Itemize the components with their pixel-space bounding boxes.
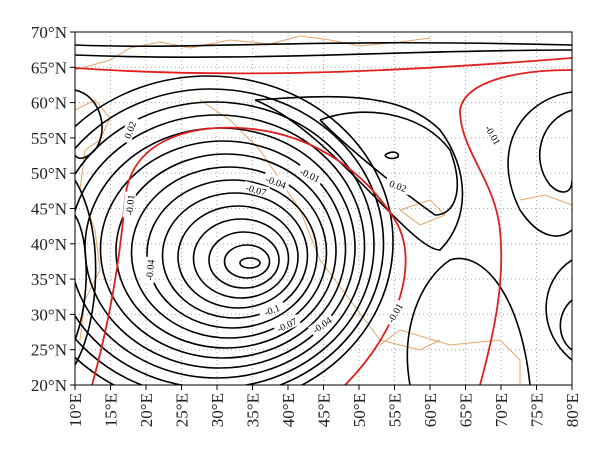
contour-label-bg [296,164,325,186]
contours [75,35,572,385]
lon-tick-label: 60°E [421,393,440,427]
contour [75,214,88,341]
contour-label-bg [242,180,271,199]
coastline [75,99,111,341]
lon-tick-label: 15°E [102,393,121,427]
contour-zero [459,69,572,385]
lon-tick-label: 80°E [563,393,582,427]
contour-ring [75,114,366,379]
contour-ring [75,101,375,385]
contour-ring [75,75,394,385]
contour-label-bg [122,191,137,219]
lon-tick-label: 65°E [457,393,476,427]
coastline [519,194,572,206]
lon-tick-label: 40°E [279,393,298,427]
contour-ring [208,231,280,289]
coastline [75,35,431,71]
contour-ring [177,205,299,309]
lat-tick-label: 70°N [31,23,67,42]
contour-ring [192,218,290,299]
contour-lines [75,41,572,385]
contour [538,109,572,193]
lon-tick-label: 30°E [208,393,227,427]
contour-ring [239,257,261,269]
lat-tick-label: 25°N [31,341,67,360]
contour [254,95,464,251]
lon-tick-label: 10°E [66,393,85,427]
contour-zero [75,57,572,75]
zero-contours [75,57,572,385]
contour [75,41,572,48]
contour [384,151,400,160]
lon-tick-label: 45°E [315,393,334,427]
contour-ring [130,166,328,339]
contour-ring [161,192,309,319]
contour-ring [146,179,318,329]
contour-label-bg [142,256,157,284]
contour-ring [75,88,385,385]
lat-tick-label: 65°N [31,58,67,77]
lon-tick-label: 50°E [350,393,369,427]
lon-tick-label: 25°E [173,393,192,427]
lat-tick-label: 35°N [31,270,67,289]
contour [75,89,103,160]
lon-tick-label: 55°E [386,393,405,427]
contour [319,111,458,216]
contour [559,299,572,351]
contour-ring [223,244,271,279]
contour [75,179,97,366]
lat-tick-label: 30°N [31,305,67,324]
contour-label-bg [262,171,291,192]
lon-tick-label: 75°E [528,393,547,427]
lat-tick-label: 40°N [31,235,67,254]
contour-zero [91,126,407,385]
contour [545,259,572,361]
lat-tick-label: 45°N [31,200,67,219]
contour-label-bg [307,312,336,337]
contour-label-bg [272,314,301,336]
contour-label: -0.1 [263,303,282,319]
contour [406,257,531,385]
contour-label: -0.01 [125,194,138,216]
contour-ring [115,153,337,349]
contour-ring [99,140,347,359]
lat-tick-label: 20°N [31,376,67,395]
contour [75,49,572,58]
contour-label-bg [119,115,140,144]
lon-tick-label: 35°E [244,393,263,427]
lat-tick-label: 50°N [31,164,67,183]
coastline [379,329,521,385]
contour-label-bg [383,298,406,327]
contour-label-bg [257,299,286,320]
lat-tick-label: 55°N [31,129,67,148]
contour-label-bg [384,175,413,196]
lon-tick-label: 70°E [492,393,511,427]
lat-tick-label: 60°N [31,94,67,113]
lon-tick-label: 20°E [137,393,156,427]
contour-label: -0.07 [244,183,267,199]
contour-label: -0.04 [145,259,158,281]
contour-label-bg [482,120,505,149]
contour [507,91,572,237]
